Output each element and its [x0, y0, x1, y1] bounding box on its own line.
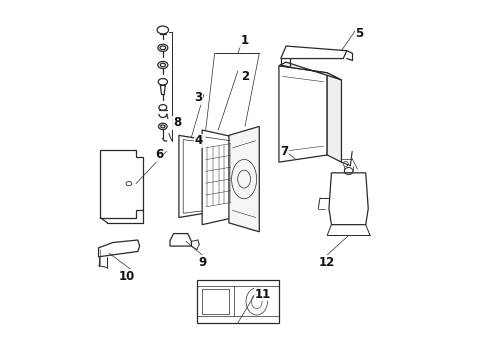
Polygon shape	[179, 135, 211, 217]
Text: 1: 1	[241, 34, 249, 47]
Polygon shape	[329, 173, 368, 225]
Text: 6: 6	[155, 148, 163, 162]
Ellipse shape	[333, 173, 365, 216]
Polygon shape	[279, 62, 342, 80]
Text: 7: 7	[280, 145, 288, 158]
Polygon shape	[279, 66, 327, 162]
Text: 3: 3	[195, 91, 203, 104]
Text: 2: 2	[241, 70, 249, 83]
Polygon shape	[98, 240, 140, 257]
Polygon shape	[170, 234, 192, 246]
Text: 8: 8	[173, 116, 181, 129]
Bar	[202, 289, 229, 314]
Text: 12: 12	[319, 256, 335, 269]
Polygon shape	[202, 130, 234, 225]
Polygon shape	[229, 126, 259, 232]
Text: 5: 5	[355, 27, 364, 40]
Polygon shape	[183, 140, 207, 213]
Polygon shape	[100, 150, 143, 217]
Text: 4: 4	[195, 134, 203, 147]
Polygon shape	[327, 73, 342, 162]
Polygon shape	[281, 46, 347, 59]
Text: 11: 11	[255, 288, 271, 301]
Text: 10: 10	[119, 270, 135, 283]
Bar	[197, 280, 279, 323]
Text: 9: 9	[198, 256, 206, 269]
